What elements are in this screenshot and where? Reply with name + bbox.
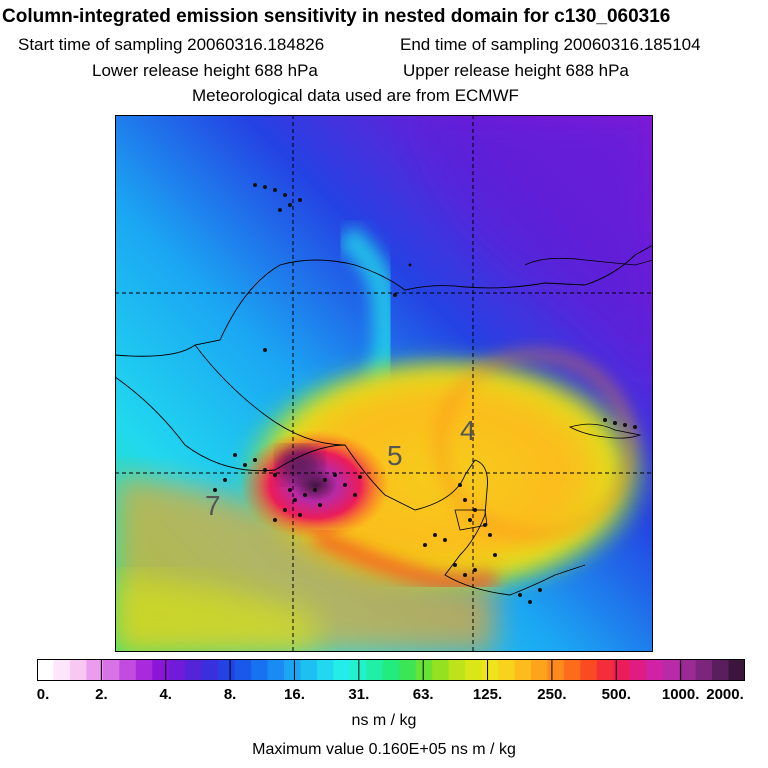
colorbar-tick-label: 125. (472, 686, 503, 703)
colorbar-cell (316, 659, 334, 681)
colorbar-cell (629, 659, 647, 681)
colorbar (37, 659, 745, 681)
colorbar-cell (415, 659, 433, 681)
colorbar-tick-label: 8. (223, 686, 237, 703)
colorbar-tick-label: 2. (95, 686, 108, 703)
maximum-sensitivity-spot (240, 430, 390, 540)
maximum-core (278, 447, 322, 483)
swirl-ring (435, 350, 635, 540)
colorbar-cell (366, 659, 384, 681)
colorbar-cell (399, 659, 417, 681)
colorbar-cell (662, 659, 680, 681)
colorbar-tick-label: 2000. (706, 686, 744, 703)
day-label-5: 5 (387, 440, 403, 471)
day-label-4: 4 (460, 415, 476, 446)
colorbar-tick-label: 0. (36, 686, 50, 703)
coastline-north (115, 244, 653, 357)
colorbar-cell (283, 659, 301, 681)
colorbar-cell (481, 659, 499, 681)
colorbar-cell (201, 659, 219, 681)
colorbar-cell (712, 659, 730, 681)
particle-cluster-caribbean (603, 418, 637, 429)
colorbar-cell (728, 659, 745, 681)
southwest-band (115, 575, 315, 652)
colorbar-tick-label: 1000. (661, 686, 700, 703)
map-svg: 4 5 7 (115, 115, 653, 652)
colorbar-cell (185, 659, 203, 681)
map-frame (115, 115, 653, 652)
coastline-gulf-west (194, 344, 346, 446)
colorbar-cell (547, 659, 565, 681)
colorbar-cell (465, 659, 483, 681)
colorbar-cell (563, 659, 581, 681)
colorbar-cell (135, 659, 153, 681)
high-sensitivity-arc (311, 527, 498, 590)
colorbar-cell (300, 659, 318, 681)
particle-cluster-mexico (213, 453, 362, 522)
colorbar-cell (168, 659, 186, 681)
colorbar-cell (218, 659, 236, 681)
colorbar-cell (119, 659, 137, 681)
end-time-label: End time of sampling 20060316.185104 (400, 35, 701, 54)
coastline-mexico (115, 376, 586, 596)
colorbar-cell (695, 659, 713, 681)
colorbar-cell (234, 659, 252, 681)
colorbar-cell (580, 659, 598, 681)
colorbar-tick-label: 63. (412, 686, 434, 703)
sensitivity-map: 4 5 7 (115, 115, 653, 652)
colorbar-cell (613, 659, 631, 681)
colorbar-cell (267, 659, 285, 681)
colorbar-cell (251, 659, 269, 681)
colorbar-cell (432, 659, 450, 681)
chart-title: Column-integrated emission sensitivity i… (2, 6, 671, 27)
colorbar-cell (86, 659, 104, 681)
colorbar-cell (382, 659, 400, 681)
particle-cluster-yucatan (423, 483, 542, 604)
coastline-cuba (568, 423, 642, 439)
colorbar-cell (679, 659, 697, 681)
colorbar-cell (53, 659, 71, 681)
colorbar-cell (102, 659, 120, 681)
low-sensitivity-region (415, 115, 653, 385)
colorbar-cell (37, 659, 54, 681)
colorbar-cell (69, 659, 87, 681)
colorbar-cell (498, 659, 515, 681)
colorbar-tick-label: 250. (537, 686, 567, 703)
colorbar-cell (152, 659, 170, 681)
colorbar-cell (530, 659, 548, 681)
colorbar-frame (37, 659, 745, 681)
colorbar-units: ns m / kg (351, 712, 417, 729)
start-time-label: Start time of sampling 20060316.184826 (18, 35, 325, 54)
maximum-value-label: Maximum value 0.160E+05 ns m / kg (252, 741, 516, 758)
colorbar-cell (646, 659, 664, 681)
colorbar-tick-label: 4. (159, 686, 172, 703)
colorbar-ticks (100, 659, 682, 681)
colorbar-cell (448, 659, 466, 681)
colorbar-cells (37, 659, 745, 681)
colorbar-cell (333, 659, 351, 681)
colorbar-cell (596, 659, 614, 681)
colorbar-tick-label: 16. (284, 686, 305, 703)
upper-release-label: Upper release height 688 hPa (403, 61, 629, 80)
day-label-7: 7 (205, 490, 221, 521)
colorbar-tick-label: 31. (348, 686, 370, 703)
met-data-label: Meteorological data used are from ECMWF (192, 86, 519, 105)
lower-release-label: Lower release height 688 hPa (92, 61, 318, 80)
us-border (524, 257, 653, 266)
particle-cluster-north (253, 183, 412, 352)
colorbar-tick-label: 500. (601, 686, 631, 703)
colorbar-cell (514, 659, 532, 681)
